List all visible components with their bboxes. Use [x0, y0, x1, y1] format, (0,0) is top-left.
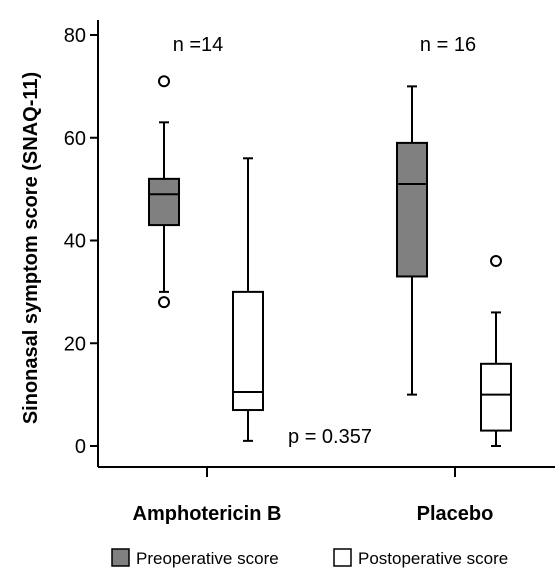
box-group [148, 75, 180, 309]
y-tick-label: 0 [75, 436, 86, 458]
box [480, 362, 512, 432]
outlier-point [490, 255, 502, 268]
boxes [148, 75, 512, 447]
box-group [480, 255, 512, 447]
y-axis-label: Sinonasal symptom score (SNAQ-11) [20, 72, 42, 424]
outlier-point [158, 75, 170, 88]
legend-swatch [333, 548, 352, 567]
box-group [396, 85, 428, 396]
legend-label: Postoperative score [358, 549, 508, 568]
legend: Preoperative score Postoperative score [111, 548, 508, 568]
y-tick-label: 20 [64, 333, 86, 355]
y-tick-label: 40 [64, 231, 86, 253]
legend-label: Preoperative score [136, 549, 279, 568]
legend-swatch [111, 548, 130, 567]
x-category-label: Amphotericin B [133, 503, 282, 525]
axes: 0 20 40 60 80 Amphotericin B Placebo [64, 20, 555, 525]
annotations: n =14 n = 16 p = 0.357 [173, 34, 476, 448]
annotation-text: n =14 [173, 34, 224, 56]
y-tick-label: 80 [64, 25, 86, 47]
box-group [232, 157, 264, 442]
box [148, 177, 180, 227]
outlier-point [158, 296, 170, 309]
box [232, 290, 264, 412]
annotation-text: p = 0.357 [288, 426, 372, 448]
annotation-text: n = 16 [420, 34, 476, 56]
box [396, 141, 428, 278]
x-category-label: Placebo [417, 503, 494, 525]
y-tick-label: 60 [64, 128, 86, 150]
